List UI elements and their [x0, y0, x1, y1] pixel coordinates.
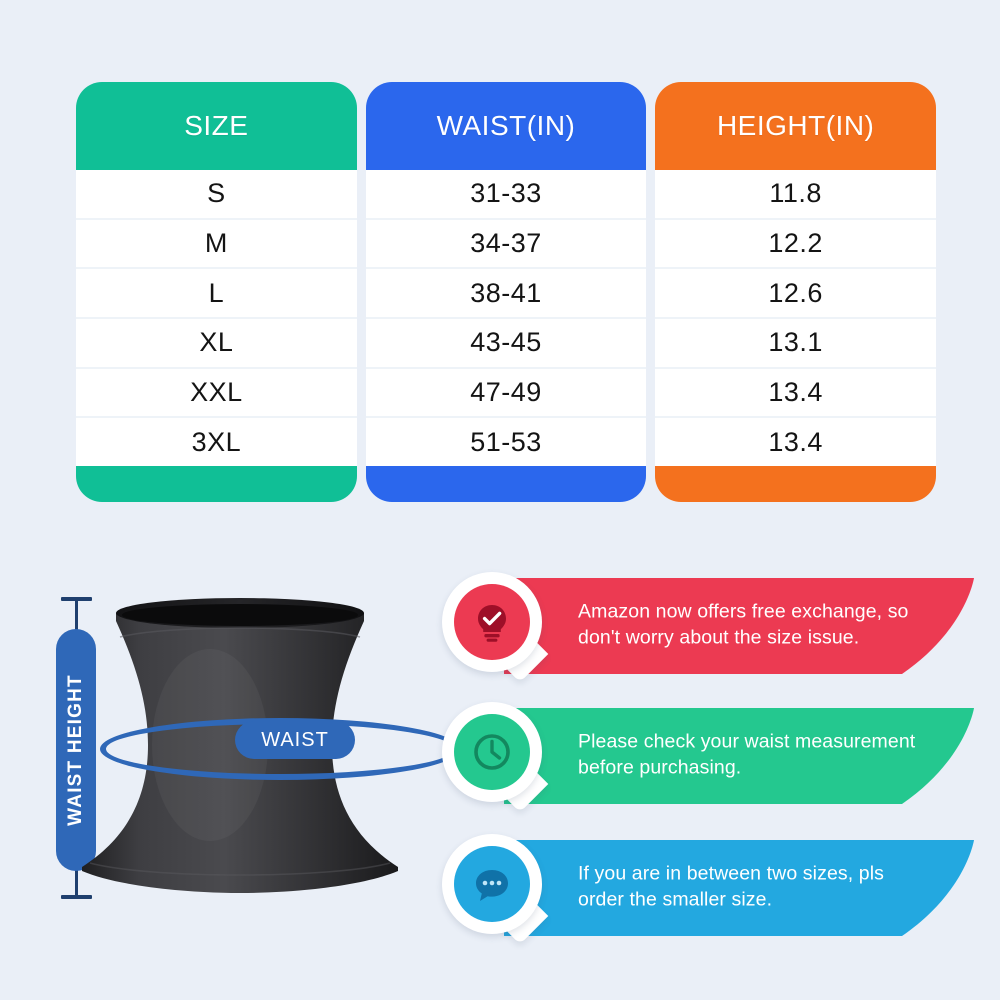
clock-glyph	[474, 734, 510, 770]
banner-shape-green	[504, 708, 974, 804]
measure-cap-top	[61, 597, 92, 601]
size-chart-table: SIZE S M L XL XXL 3XL WAIST(IN) 31-33 34…	[76, 82, 937, 502]
column-body-height: 11.8 12.2 12.6 13.1 13.4 13.4	[655, 170, 937, 466]
clock-icon	[454, 714, 530, 790]
product-measurement-figure: WAIST HEIGHT	[18, 575, 460, 965]
table-cell-size-xl: XL	[76, 319, 357, 369]
table-cell-height-xxl: 13.4	[655, 369, 937, 419]
column-header-size: SIZE	[76, 82, 357, 170]
waist-height-pill: WAIST HEIGHT	[56, 629, 96, 871]
table-cell-waist-xl: 43-45	[365, 319, 647, 369]
column-header-height: HEIGHT(IN)	[655, 82, 937, 170]
table-cell-height-xl: 13.1	[655, 319, 937, 369]
chat-bubble-icon	[454, 846, 530, 922]
table-cell-size-l: L	[76, 269, 357, 320]
column-footer-height	[655, 466, 937, 502]
table-column-height: HEIGHT(IN) 11.8 12.2 12.6 13.1 13.4 13.4	[655, 82, 937, 502]
column-body-size: S M L XL XXL 3XL	[76, 170, 357, 466]
waist-label-pill: WAIST	[235, 721, 355, 759]
info-banner-measurement: Please check your waist measurement befo…	[438, 696, 986, 814]
waist-trainer-band: WAIST	[80, 595, 460, 895]
info-banner-badge	[438, 828, 550, 946]
banner-shape-red	[504, 578, 974, 674]
table-cell-height-m: 12.2	[655, 220, 937, 270]
info-banner-exchange: Amazon now offers free exchange, so don'…	[438, 566, 986, 684]
column-footer-waist	[365, 466, 647, 502]
lightbulb-check-icon	[454, 584, 530, 660]
column-header-waist: WAIST(IN)	[365, 82, 647, 170]
info-banner-badge	[438, 566, 550, 684]
table-cell-waist-l: 38-41	[365, 269, 647, 320]
table-cell-waist-s: 31-33	[365, 170, 647, 220]
info-banner-sizing: If you are in between two sizes, pls ord…	[438, 828, 986, 946]
column-body-waist: 31-33 34-37 38-41 43-45 47-49 51-53	[365, 170, 647, 466]
table-column-size: SIZE S M L XL XXL 3XL	[76, 82, 357, 502]
info-banner-text: Amazon now offers free exchange, so don'…	[578, 600, 909, 648]
lightbulb-check-glyph	[478, 605, 506, 642]
table-cell-height-s: 11.8	[655, 170, 937, 220]
table-cell-size-xxl: XXL	[76, 369, 357, 419]
table-cell-height-l: 12.6	[655, 269, 937, 320]
banner-shape-blue	[504, 840, 974, 936]
chat-bubble-glyph	[476, 870, 508, 901]
info-banner-text: Please check your waist measurement befo…	[578, 730, 916, 778]
table-column-waist: WAIST(IN) 31-33 34-37 38-41 43-45 47-49 …	[365, 82, 647, 502]
waist-label: WAIST	[261, 728, 329, 751]
measure-cap-bottom	[61, 895, 92, 899]
table-cell-size-s: S	[76, 170, 357, 220]
table-cell-size-m: M	[76, 220, 357, 270]
info-banner-badge	[438, 696, 550, 814]
waist-height-measure: WAIST HEIGHT	[48, 593, 104, 903]
table-cell-waist-xxl: 47-49	[365, 369, 647, 419]
column-footer-size	[76, 466, 357, 502]
table-cell-height-3xl: 13.4	[768, 426, 823, 457]
table-cell-size-3xl: 3XL	[191, 426, 242, 457]
table-cell-waist-m: 34-37	[365, 220, 647, 270]
info-banner-text: If you are in between two sizes, pls ord…	[578, 862, 885, 910]
table-cell-waist-3xl: 51-53	[470, 426, 542, 457]
